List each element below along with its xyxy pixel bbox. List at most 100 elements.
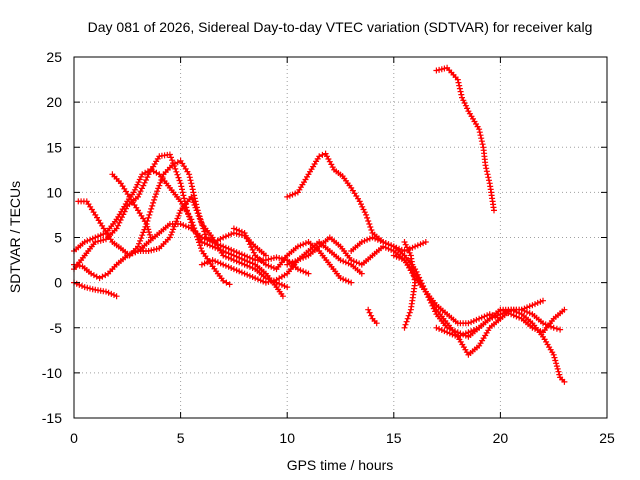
data-point xyxy=(238,269,245,276)
data-point xyxy=(550,324,557,331)
data-point xyxy=(407,306,414,313)
data-point xyxy=(236,227,243,234)
data-point xyxy=(358,239,365,245)
data-point xyxy=(79,283,85,289)
data-point xyxy=(468,319,475,326)
data-point xyxy=(461,100,468,106)
data-point xyxy=(153,191,160,198)
data-point xyxy=(100,231,107,238)
series-pass-15 xyxy=(401,239,419,331)
data-point xyxy=(116,219,123,226)
data-point xyxy=(87,285,93,292)
data-point xyxy=(268,255,275,262)
data-point xyxy=(455,79,462,86)
data-point xyxy=(135,193,141,200)
data-point xyxy=(195,236,201,243)
data-point xyxy=(193,230,200,237)
data-point xyxy=(177,221,184,227)
data-point xyxy=(214,259,221,266)
y-ticks: -15 -10 -5 0 5 10 15 20 25 xyxy=(42,49,607,426)
data-point xyxy=(97,237,104,244)
data-point xyxy=(228,255,235,262)
data-point xyxy=(497,306,504,313)
data-point xyxy=(169,229,176,236)
data-point xyxy=(151,196,158,203)
data-point xyxy=(138,235,145,242)
data-point xyxy=(198,234,205,241)
data-point xyxy=(524,304,530,311)
data-point xyxy=(510,312,517,319)
data-point xyxy=(220,277,227,284)
data-point xyxy=(113,293,120,300)
data-point xyxy=(561,378,568,385)
grid xyxy=(74,57,607,418)
data-point xyxy=(462,102,469,109)
data-point xyxy=(532,301,538,308)
series-pass-14 xyxy=(365,306,380,327)
data-point xyxy=(143,221,150,227)
data-point xyxy=(478,135,485,142)
data-point xyxy=(148,205,155,212)
y-tick-label: 0 xyxy=(54,275,62,291)
data-point xyxy=(382,240,389,247)
data-point xyxy=(380,239,387,245)
data-point xyxy=(361,209,368,216)
data-point xyxy=(95,233,101,240)
data-point xyxy=(358,201,364,208)
data-point xyxy=(476,126,483,133)
data-point xyxy=(157,179,164,186)
data-point xyxy=(230,257,237,264)
data-point xyxy=(555,368,562,375)
data-point xyxy=(129,250,136,257)
data-point xyxy=(249,246,256,253)
data-point xyxy=(348,279,355,286)
data-point xyxy=(551,354,558,361)
data-point xyxy=(289,191,296,198)
data-point xyxy=(561,306,568,313)
data-point xyxy=(540,320,546,327)
data-point xyxy=(191,202,198,208)
data-point xyxy=(228,246,235,253)
data-point xyxy=(198,261,205,268)
data-point xyxy=(534,299,541,306)
chart-title: Day 081 of 2026, Sidereal Day-to-day VTE… xyxy=(88,19,593,35)
data-point xyxy=(81,239,88,245)
y-tick-label: 10 xyxy=(46,184,62,200)
data-point xyxy=(222,233,229,240)
data-point xyxy=(140,182,147,189)
data-point xyxy=(300,254,307,261)
data-point xyxy=(171,223,178,230)
data-point xyxy=(260,278,267,285)
data-point xyxy=(188,216,195,223)
series-pass-03 xyxy=(71,279,120,300)
data-point xyxy=(152,193,158,200)
data-point xyxy=(478,138,485,145)
x-ticks: 0 5 10 15 20 25 xyxy=(70,57,615,446)
data-point xyxy=(194,210,201,217)
data-point xyxy=(337,257,344,264)
data-point xyxy=(526,310,533,317)
data-point xyxy=(556,371,563,378)
x-tick-label: 25 xyxy=(599,430,615,446)
series-pass-07 xyxy=(124,193,291,291)
data-point xyxy=(404,244,410,251)
data-point xyxy=(170,226,177,233)
data-point xyxy=(456,85,463,92)
data-point xyxy=(319,151,326,158)
data-point xyxy=(279,293,286,300)
data-point xyxy=(156,182,163,189)
data-point xyxy=(477,132,484,139)
data-point xyxy=(146,229,152,236)
data-point xyxy=(368,227,375,233)
x-axis-label: GPS time / hours xyxy=(287,457,394,473)
data-point xyxy=(457,88,464,95)
data-point xyxy=(436,325,443,332)
data-point xyxy=(390,252,397,259)
data-point xyxy=(176,210,183,217)
data-point xyxy=(414,242,421,249)
data-point xyxy=(502,309,509,315)
data-point xyxy=(220,243,227,250)
data-point xyxy=(468,328,475,335)
data-point xyxy=(97,232,104,239)
